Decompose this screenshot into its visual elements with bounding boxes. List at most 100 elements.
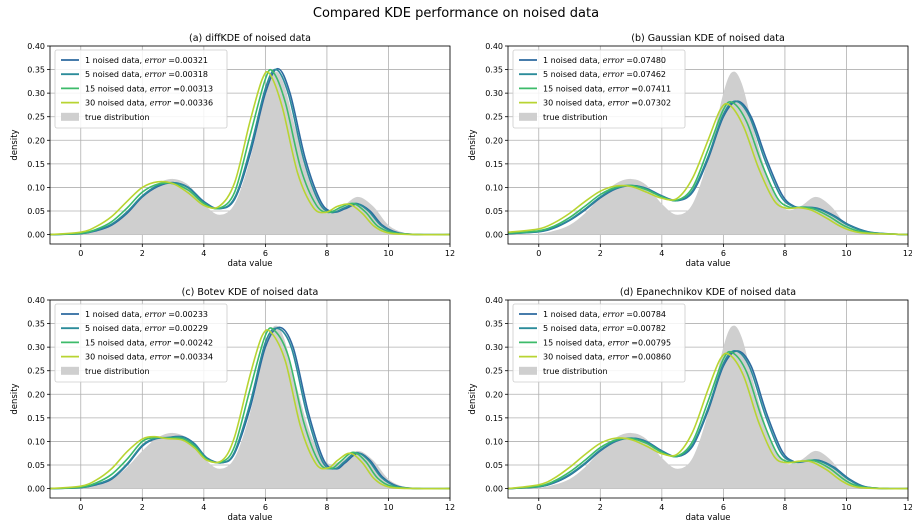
legend-entry-2: 5 noised data, error =0.00782 <box>543 324 666 333</box>
legend-series-name: 30 noised data, <box>85 99 150 108</box>
y-tick-label: 0.40 <box>27 42 45 51</box>
y-tick-label: 0.25 <box>27 367 45 376</box>
legend-error-label: error <box>145 56 167 65</box>
true-distribution-area <box>508 325 908 489</box>
legend-error-value: =0.00795 <box>629 338 671 347</box>
legend-error-label: error <box>145 70 167 79</box>
legend-swatch-true <box>61 366 79 375</box>
chart-panel: (b) Gaussian KDE of noised data 0 2 4 6 8 10 12… <box>468 33 912 269</box>
plot-area <box>508 71 908 236</box>
x-tick-label: 12 <box>903 249 912 258</box>
y-tick-label: 0.30 <box>27 343 45 352</box>
legend-series-name: 5 noised data, <box>85 70 145 79</box>
y-tick-label: 0.20 <box>27 390 45 399</box>
legend-error-label: error <box>150 99 172 108</box>
legend-entry-true: true distribution <box>85 113 150 122</box>
y-tick-label: 0.10 <box>485 183 503 192</box>
x-axis-label: data value <box>685 259 730 269</box>
legend-entry-3: 15 noised data, error =0.00313 <box>85 84 213 93</box>
legend-error-value: =0.00860 <box>629 353 671 362</box>
y-tick-label: 0.20 <box>27 136 45 145</box>
panel-title: (b) Gaussian KDE of noised data <box>631 33 785 44</box>
legend: 1 noised data, error =0.07480 5 noised da… <box>512 49 686 129</box>
legend-entry-4: 30 noised data, error =0.00860 <box>543 353 671 362</box>
legend-error-label: error <box>608 99 630 108</box>
y-tick-label: 0.25 <box>27 113 45 122</box>
y-tick-label: 0.35 <box>27 66 45 75</box>
legend-error-value: =0.07411 <box>629 84 671 93</box>
y-tick-label: 0.15 <box>485 160 503 169</box>
x-axis-label: data value <box>227 513 272 523</box>
series-line-2 <box>50 68 450 236</box>
x-tick-label: 8 <box>782 503 787 512</box>
legend-swatch-true <box>519 366 537 375</box>
y-tick-label: 0.40 <box>27 296 45 305</box>
y-tick-label: 0.10 <box>485 437 503 446</box>
x-tick-label: 8 <box>782 249 787 258</box>
series-line-3 <box>508 100 908 236</box>
legend-series-name: 1 noised data, <box>85 310 145 319</box>
x-tick-label: 2 <box>140 503 145 512</box>
legend: 1 noised data, error =0.00784 5 noised da… <box>512 303 686 383</box>
series-line-2 <box>50 327 450 490</box>
series-line-4 <box>50 329 450 490</box>
chart-panels: (a) diffKDE of noised data 0 2 4 6 8 10 12 0.00 0… <box>10 33 912 523</box>
y-tick-label: 0.05 <box>485 207 503 216</box>
legend-series-name: 5 noised data, <box>85 324 145 333</box>
chart-panel: (d) Epanechnikov KDE of noised data 0 2 4 6 8… <box>468 287 912 523</box>
x-tick-label: 8 <box>324 503 329 512</box>
legend-error-label: error <box>608 84 630 93</box>
legend-entry-2: 5 noised data, error =0.00318 <box>85 70 208 79</box>
y-tick-label: 0.30 <box>485 89 503 98</box>
legend-series-name: 30 noised data, <box>543 353 608 362</box>
legend-entry-1: 1 noised data, error =0.00233 <box>85 310 208 319</box>
panel-title: (d) Epanechnikov KDE of noised data <box>620 287 796 298</box>
legend-error-label: error <box>150 353 172 362</box>
legend-entry-3: 15 noised data, error =0.07411 <box>543 84 671 93</box>
legend-error-label: error <box>145 324 167 333</box>
chart-panel: (c) Botev KDE of noised data 0 2 4 6 8 10 12 0.0… <box>10 287 455 523</box>
axes-frame <box>49 45 451 245</box>
x-axis-label: data value <box>227 259 272 269</box>
chart-panel: (a) diffKDE of noised data 0 2 4 6 8 10 12 0.00 0… <box>10 33 455 269</box>
x-tick-label: 2 <box>598 503 603 512</box>
series-line-4 <box>508 102 908 236</box>
y-tick-label: 0.20 <box>485 390 503 399</box>
y-tick-label: 0.40 <box>485 42 503 51</box>
legend-series-name: 1 noised data, <box>543 56 603 65</box>
panel-title: (c) Botev KDE of noised data <box>182 287 319 298</box>
legend-entry-2: 5 noised data, error =0.07462 <box>543 70 666 79</box>
legend-entry-4: 30 noised data, error =0.00336 <box>85 99 213 108</box>
y-tick-label: 0.05 <box>27 207 45 216</box>
plot-area <box>508 325 908 490</box>
legend-error-value: =0.07302 <box>629 99 671 108</box>
legend-error-value: =0.07462 <box>624 70 666 79</box>
x-tick-label: 0 <box>536 249 541 258</box>
true-distribution-area <box>50 325 450 489</box>
x-tick-label: 6 <box>721 503 726 512</box>
y-axis-label: density <box>468 129 478 160</box>
y-tick-label: 0.00 <box>27 485 45 494</box>
series-line-1 <box>50 67 450 236</box>
y-tick-label: 0.35 <box>485 320 503 329</box>
legend-error-value: =0.00784 <box>624 310 666 319</box>
series-line-3 <box>50 68 450 236</box>
plot-area <box>50 67 450 236</box>
y-axis-label: density <box>10 129 20 160</box>
legend-error-value: =0.00229 <box>166 324 208 333</box>
legend-series-name: 5 noised data, <box>543 324 603 333</box>
x-tick-label: 12 <box>445 249 455 258</box>
legend-error-value: =0.07480 <box>624 56 666 65</box>
legend-entry-1: 1 noised data, error =0.07480 <box>543 56 666 65</box>
x-tick-label: 10 <box>841 249 851 258</box>
x-tick-label: 10 <box>383 503 393 512</box>
y-tick-label: 0.10 <box>27 183 45 192</box>
legend-error-label: error <box>608 338 630 347</box>
y-tick-label: 0.10 <box>27 437 45 446</box>
axes-frame <box>507 299 909 499</box>
x-axis-label: data value <box>685 513 730 523</box>
legend-entry-2: 5 noised data, error =0.00229 <box>85 324 208 333</box>
legend-entry-true: true distribution <box>85 367 150 376</box>
legend-entry-1: 1 noised data, error =0.00321 <box>85 56 208 65</box>
series-line-2 <box>508 100 908 236</box>
